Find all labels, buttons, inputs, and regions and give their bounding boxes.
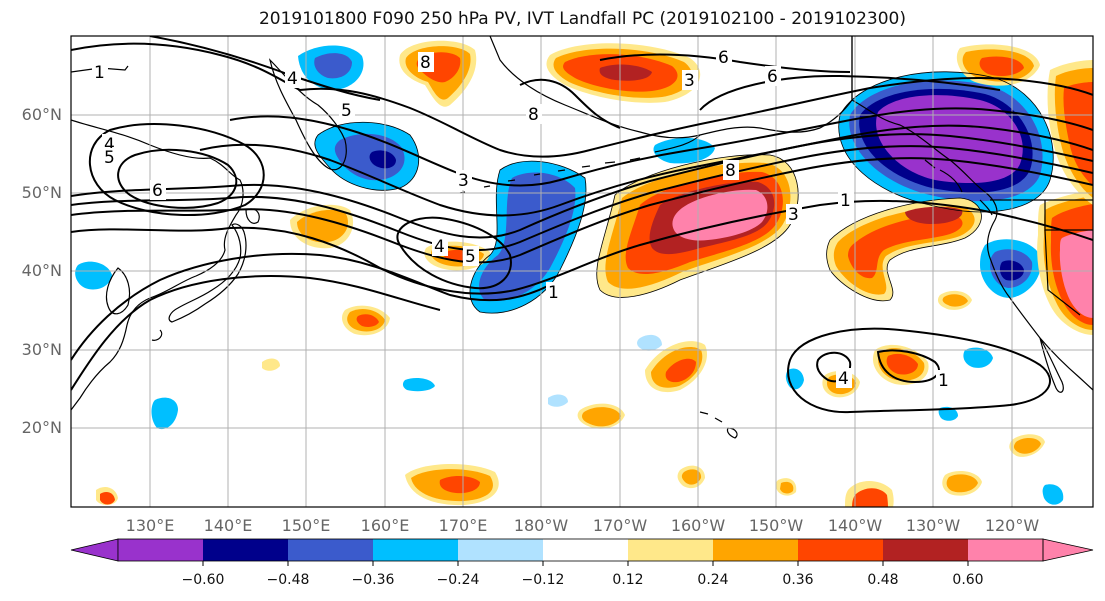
colorbar-segment [288, 539, 373, 561]
alaska-coast [489, 36, 853, 139]
map-frame [70, 35, 1094, 508]
figure-title: 2019101800 F090 250 hPa PV, IVT Landfall… [258, 9, 906, 29]
baja-coast [1039, 337, 1064, 393]
colorbar-segment [713, 539, 798, 561]
colorbar-segment [458, 539, 543, 561]
state-border-2 [1044, 229, 1081, 316]
contour-lower-2 [71, 275, 441, 391]
contour-label: 5 [341, 101, 352, 121]
longitude-label: 140°E [203, 516, 253, 535]
colorbar-extend-low [70, 538, 119, 562]
colorbar-segment [628, 539, 713, 561]
colorbar-tick-label: −0.24 [436, 572, 480, 588]
longitude-label: 130°W [905, 516, 961, 535]
contour-north-3 [599, 53, 851, 73]
contour-label: 1 [548, 283, 559, 303]
latitude-label: 40°N [21, 261, 62, 280]
contour-label: 4 [104, 135, 115, 155]
contour-mid-north [519, 78, 621, 129]
colorbar-tick-label: −0.48 [266, 572, 310, 588]
longitude-label: 170°W [592, 516, 648, 535]
longitude-label: 140°W [827, 516, 883, 535]
colorbar-tick-label: 0.48 [867, 572, 899, 588]
colorbar-tick-label: 0.24 [697, 572, 729, 588]
longitude-label: 160°W [670, 516, 726, 535]
pv-outlines [314, 71, 1054, 314]
colorbar [70, 538, 1094, 566]
korea-coast [105, 267, 131, 315]
longitude-label: 160°E [360, 516, 410, 535]
contour-label: 4 [434, 237, 445, 257]
colorbar-tick-label: 0.12 [612, 572, 644, 588]
ring-contour-west [88, 123, 265, 216]
colorbar-segment [798, 539, 883, 561]
colorbar-segment [203, 539, 288, 561]
jet-contour-4 [199, 124, 1093, 217]
contour-mid-ring [396, 216, 512, 290]
contour-labels: 1 4 5 6 8 4 5 4 5 3 8 3 6 6 [92, 47, 952, 391]
pv-shading [75, 40, 1093, 507]
jet-contour-1 [71, 157, 1093, 264]
colorbar-segment [118, 539, 203, 561]
contour-label: 4 [838, 369, 849, 389]
contour-label: 5 [104, 148, 115, 168]
contour-north-4 [699, 74, 1001, 111]
latitude-label: 60°N [21, 105, 62, 124]
contour-label: 3 [684, 71, 695, 91]
colorbar-tick-label: 0.36 [782, 572, 814, 588]
latitude-label: 30°N [21, 340, 62, 359]
ring-contour-west-inner [117, 148, 238, 209]
contour-label: 6 [718, 48, 729, 68]
colorbar-tick-label: −0.12 [521, 572, 565, 588]
jet-contour-3 [71, 133, 1093, 239]
contour-label: 8 [725, 161, 736, 181]
contour-label: 3 [458, 171, 469, 191]
jet-contour-5 [229, 107, 1093, 187]
contour-label: 3 [788, 205, 799, 225]
contour-label: 1 [94, 63, 105, 83]
contour-label: 5 [465, 247, 476, 267]
coastlines [71, 36, 1093, 439]
latitude-label: 20°N [21, 418, 62, 437]
longitude-label: 130°E [125, 516, 175, 535]
contour-label: 1 [840, 191, 851, 211]
colorbar-segment [883, 539, 968, 561]
colorbar-tick-label: −0.36 [351, 572, 395, 588]
contour-east-ring [787, 327, 1051, 414]
contour-label: 8 [528, 105, 539, 125]
colorbar-tick-label: 0.60 [952, 572, 984, 588]
longitude-label: 170°E [438, 516, 488, 535]
contour-north-1 [71, 42, 301, 91]
contour-label: 6 [767, 67, 778, 87]
colorbar-extend-high [1042, 538, 1094, 562]
contour-label: 8 [420, 53, 431, 73]
ivt-contours [71, 36, 1093, 414]
longitude-label: 120°W [984, 516, 1040, 535]
colorbar-segment [373, 539, 458, 561]
jet-contour-2 [71, 145, 1093, 252]
contour-lower [71, 252, 551, 361]
map-panel: 1 4 5 6 8 4 5 4 5 3 8 3 6 6 [71, 36, 1093, 507]
contour-label: 6 [152, 181, 163, 201]
colorbar-segment [968, 539, 1043, 561]
longitude-label: 150°W [748, 516, 804, 535]
longitude-label: 150°E [281, 516, 331, 535]
graticule [71, 36, 1093, 507]
colorbar-tick-label: −0.60 [181, 572, 225, 588]
colorbar-frame [117, 538, 1044, 562]
north-america-coast [851, 99, 1093, 391]
asia-coast [71, 65, 244, 411]
jet-contour-6 [299, 77, 1093, 158]
latitude-label: 50°N [21, 183, 62, 202]
hawaii-islands [699, 411, 738, 439]
contour-label: 1 [938, 371, 949, 391]
contour-outer-loop [71, 199, 1093, 295]
longitude-label: 180°W [513, 516, 569, 535]
colorbar-segment [543, 539, 628, 561]
contour-label: 4 [287, 69, 298, 89]
